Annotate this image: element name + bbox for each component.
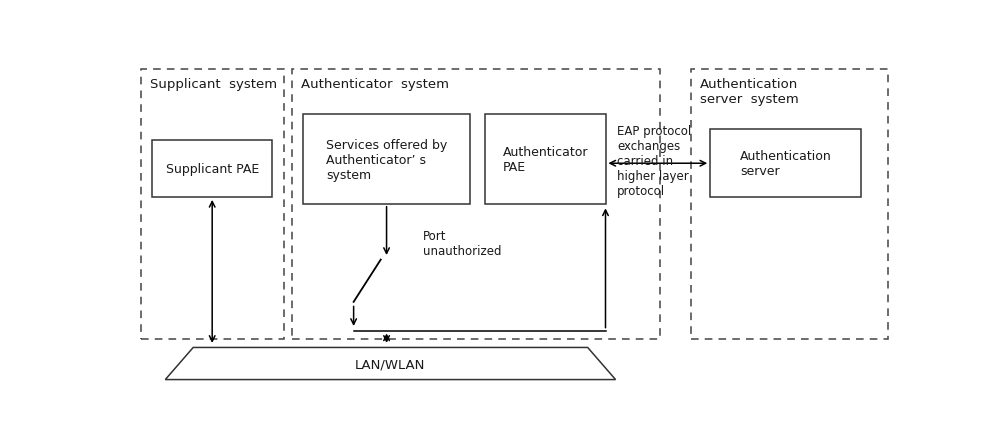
Bar xyxy=(485,115,606,204)
Bar xyxy=(292,69,660,339)
Text: Authenticator  system: Authenticator system xyxy=(301,78,449,91)
Bar xyxy=(710,130,861,198)
Text: Authenticator
PAE: Authenticator PAE xyxy=(503,146,588,173)
Text: Authentication
server: Authentication server xyxy=(740,150,832,178)
Text: Services offered by
Authenticator’ s
system: Services offered by Authenticator’ s sys… xyxy=(326,138,447,181)
Polygon shape xyxy=(165,348,616,380)
Bar xyxy=(152,140,272,198)
Text: Authentication
server  system: Authentication server system xyxy=(700,78,799,106)
Bar xyxy=(140,69,284,339)
Text: Supplicant  system: Supplicant system xyxy=(150,78,277,91)
Text: EAP protocol
exchanges
carried in
higher layer
protocol: EAP protocol exchanges carried in higher… xyxy=(617,125,691,198)
Text: Supplicant PAE: Supplicant PAE xyxy=(166,162,259,175)
Text: Port
unauthorized: Port unauthorized xyxy=(423,230,502,258)
Bar xyxy=(303,115,470,204)
Text: LAN/WLAN: LAN/WLAN xyxy=(355,357,426,370)
Bar xyxy=(691,69,888,339)
